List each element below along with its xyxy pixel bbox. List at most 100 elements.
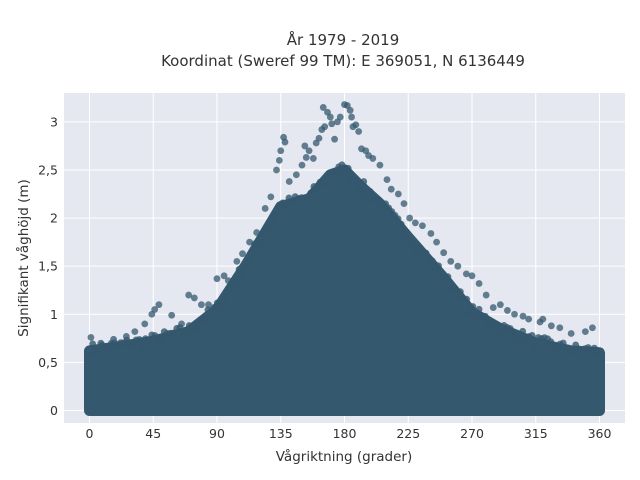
data-point [239, 250, 246, 258]
data-point [497, 328, 505, 336]
data-point [190, 294, 198, 302]
y-tick-label: 0,5 [38, 355, 58, 370]
data-point [266, 220, 274, 228]
data-point [217, 304, 224, 312]
data-point [275, 156, 283, 164]
data-point [447, 257, 455, 265]
y-tick-label: 1,5 [38, 259, 58, 274]
data-point [273, 166, 280, 174]
data-point [198, 301, 205, 309]
chart-subtitle: Koordinat (Sweref 99 TM): E 369051, N 61… [161, 52, 525, 70]
data-point [383, 176, 391, 183]
data-point [185, 291, 193, 299]
data-point [341, 169, 349, 177]
y-axis-label: Signifikant våghöjd (m) [15, 179, 32, 337]
y-tick-label: 2,5 [38, 162, 58, 177]
data-point [233, 257, 241, 265]
data-point [366, 188, 374, 195]
y-tick-label: 1 [50, 307, 58, 322]
data-point [332, 169, 340, 176]
data-point [387, 185, 395, 193]
data-point [481, 312, 489, 320]
data-point [352, 121, 360, 129]
data-point [379, 205, 386, 213]
data-point [553, 345, 561, 353]
data-point [145, 337, 153, 344]
data-point [248, 248, 255, 256]
data-point [469, 303, 477, 310]
data-point [519, 312, 527, 320]
data-point [224, 277, 232, 285]
data-point [516, 335, 523, 343]
data-point [261, 205, 269, 212]
data-point [463, 295, 471, 303]
data-point [257, 238, 265, 246]
data-point [302, 154, 310, 161]
data-point [321, 123, 329, 131]
x-axis-ticks: 0 45 90 135 180 225 270 315 360 [86, 426, 612, 441]
data-point [220, 296, 227, 304]
x-tick-label: 90 [209, 426, 225, 441]
y-tick-label: 0 [50, 403, 58, 418]
x-axis-label: Vågriktning (grader) [276, 448, 413, 465]
data-point [454, 262, 462, 270]
data-point [86, 351, 93, 359]
data-point [522, 338, 530, 346]
data-point [95, 347, 103, 355]
data-point [440, 249, 448, 257]
data-point [315, 134, 323, 142]
data-point [375, 196, 383, 204]
y-axis-ticks: 0 0,5 1 1,5 2 2,5 3 [38, 114, 58, 418]
data-point [407, 237, 414, 245]
data-point [466, 309, 474, 317]
data-point [428, 257, 436, 265]
data-point [155, 301, 163, 309]
data-point [277, 147, 285, 155]
data-point [348, 113, 355, 121]
x-tick-label: 135 [269, 426, 293, 441]
data-point [433, 238, 440, 246]
data-point [567, 330, 575, 337]
data-point [267, 193, 275, 201]
data-point [313, 185, 321, 193]
data-point [87, 333, 95, 341]
data-point [298, 161, 306, 169]
data-point [351, 176, 358, 183]
data-point [319, 104, 327, 111]
data-point [104, 345, 112, 352]
data-point [305, 147, 313, 155]
data-point [131, 328, 139, 336]
data-point [122, 333, 130, 340]
data-point [288, 198, 296, 206]
data-point [338, 161, 346, 169]
data-point [346, 106, 354, 114]
data-point [444, 273, 452, 281]
data-point [427, 230, 435, 237]
data-point [475, 305, 483, 313]
data-point [235, 265, 243, 273]
data-point [141, 320, 149, 328]
data-point [569, 346, 576, 354]
data-point [525, 315, 533, 323]
data-point [504, 307, 511, 314]
data-point [581, 328, 589, 336]
data-point [326, 113, 334, 121]
data-point [539, 315, 547, 323]
data-point [168, 311, 176, 319]
data-point [450, 285, 458, 293]
data-point [336, 113, 344, 121]
x-tick-label: 45 [145, 426, 161, 441]
data-point [245, 257, 252, 265]
data-point [157, 333, 165, 341]
data-point [369, 155, 377, 162]
data-point [319, 180, 327, 188]
data-point [285, 178, 293, 185]
data-point [531, 343, 539, 350]
data-point [528, 331, 536, 339]
data-point [589, 324, 596, 332]
data-point [468, 272, 476, 280]
data-point [559, 339, 567, 347]
x-tick-label: 360 [588, 426, 612, 441]
data-point [307, 189, 315, 197]
data-point [328, 120, 336, 128]
